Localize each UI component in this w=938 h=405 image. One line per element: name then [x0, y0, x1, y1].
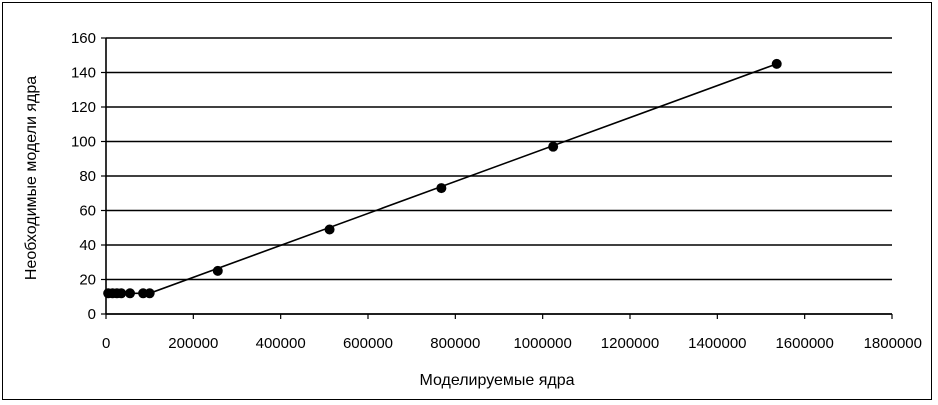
x-tick-label-6: 1200000	[601, 335, 659, 352]
data-points	[103, 58, 782, 299]
x-tick-label-3: 600000	[343, 335, 393, 352]
y-tick-label-5: 100	[71, 134, 96, 151]
axes	[101, 37, 893, 319]
data-point-7	[212, 265, 223, 276]
data-point-4	[125, 288, 136, 299]
x-tick-label-5: 1000000	[513, 335, 571, 352]
y-axis-title: Необходимые модели ядра	[23, 76, 40, 280]
data-point-8	[324, 224, 335, 235]
x-tick-label-1: 200000	[168, 335, 218, 352]
y-tick-label-2: 40	[79, 237, 96, 254]
x-tick-label-7: 1400000	[688, 335, 746, 352]
x-tick-label-2: 400000	[256, 335, 306, 352]
y-tick-label-0: 0	[88, 306, 96, 323]
grid-lines	[106, 37, 892, 315]
x-tick-label-0: 0	[102, 335, 110, 352]
trendline	[108, 63, 777, 295]
y-tick-label-4: 80	[79, 168, 96, 185]
trendline-path	[108, 63, 777, 295]
y-tick-label-6: 120	[71, 99, 96, 116]
x-axis-title: Моделируемые ядра	[419, 372, 574, 389]
data-point-9	[436, 183, 447, 194]
y-tick-label-1: 20	[79, 272, 96, 289]
data-point-3	[116, 288, 127, 299]
data-point-6	[144, 288, 155, 299]
x-tick-label-9: 1800000	[864, 335, 922, 352]
data-point-11	[771, 58, 782, 69]
y-tick-label-3: 60	[79, 203, 96, 220]
y-tick-label-7: 140	[71, 65, 96, 82]
data-point-10	[548, 141, 559, 152]
x-tick-label-4: 800000	[430, 335, 480, 352]
x-tick-labels: 0 200000 400000 600000 800000 1000000 1200000 1…	[102, 335, 922, 352]
x-tick-label-8: 1600000	[775, 335, 833, 352]
y-tick-label-8: 160	[71, 30, 96, 47]
y-tick-labels: 0 20 40 60 80 100 120 140 160	[71, 30, 96, 323]
